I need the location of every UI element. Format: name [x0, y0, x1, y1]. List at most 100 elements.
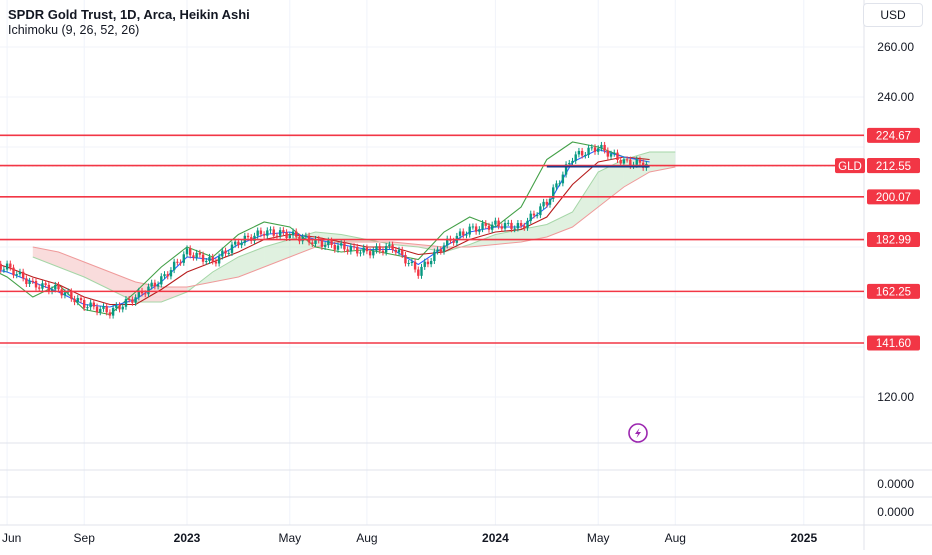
- candle-body: [349, 246, 353, 252]
- candle-body: [266, 230, 269, 236]
- candle-body: [147, 286, 150, 295]
- last-price-tag[interactable]: 212.55: [867, 158, 920, 174]
- candle-body: [179, 262, 182, 264]
- candle-body: [201, 254, 205, 262]
- level-price-tag[interactable]: 224.67: [867, 127, 920, 143]
- candle-body: [217, 256, 221, 264]
- indicator-legend[interactable]: Ichimoku (9, 26, 52, 26): [8, 23, 140, 37]
- cloud-segment: [572, 172, 599, 227]
- cloud-segment: [649, 152, 676, 172]
- candle: [227, 249, 230, 257]
- candle: [172, 258, 176, 274]
- candle: [83, 297, 86, 311]
- candle-body: [336, 245, 340, 250]
- candle-body: [38, 287, 41, 289]
- candle: [230, 241, 234, 256]
- candle-body: [330, 240, 333, 245]
- level-price-tag[interactable]: 200.07: [867, 189, 920, 205]
- candle: [577, 147, 581, 158]
- candle-body: [5, 263, 9, 270]
- candle: [76, 295, 79, 306]
- cloud-segment: [392, 242, 419, 247]
- candle-body: [343, 243, 346, 250]
- candle: [121, 303, 124, 313]
- candle-body: [362, 247, 365, 253]
- level-tag-label: 162.25: [876, 287, 911, 299]
- candle-body: [44, 283, 47, 285]
- last-price-tag-bg: [867, 158, 920, 174]
- candle-body: [558, 183, 561, 185]
- lightning-icon[interactable]: [628, 423, 648, 443]
- candle-body: [63, 292, 67, 296]
- level-tag-label: 182.99: [876, 235, 911, 247]
- candle: [201, 251, 205, 265]
- candle-body: [629, 159, 632, 166]
- candle-body: [333, 244, 336, 250]
- candle: [503, 220, 507, 232]
- level-tag-label: 200.07: [876, 192, 911, 204]
- level-price-tag[interactable]: 182.99: [867, 232, 920, 248]
- level-price-tag[interactable]: 162.25: [867, 283, 920, 299]
- level-tag-bg: [867, 232, 920, 248]
- cloud-segment: [212, 257, 239, 282]
- candle-body: [356, 246, 359, 254]
- candle-body: [484, 223, 487, 226]
- candle: [214, 258, 218, 267]
- candle: [375, 243, 378, 254]
- candle-body: [397, 249, 401, 253]
- candle: [356, 243, 359, 257]
- candle: [60, 286, 63, 299]
- candle: [510, 219, 513, 233]
- candle-body: [28, 280, 31, 285]
- candle: [79, 295, 83, 304]
- candle-body: [182, 254, 185, 263]
- candle-body: [99, 308, 102, 313]
- candle: [47, 281, 51, 295]
- candle: [606, 147, 610, 160]
- candle: [44, 280, 47, 288]
- candle: [526, 217, 529, 231]
- icon-layer: [628, 423, 648, 443]
- candle-body: [545, 201, 548, 205]
- candle-body: [79, 298, 83, 301]
- candle: [291, 228, 295, 239]
- candle: [465, 231, 468, 239]
- candle-body: [211, 256, 214, 262]
- candle-body: [108, 312, 112, 316]
- candle: [597, 145, 600, 155]
- candle: [539, 203, 542, 219]
- candle: [253, 232, 256, 244]
- candle-body: [481, 223, 484, 230]
- candle-body: [269, 229, 272, 231]
- candle: [442, 242, 446, 255]
- candle-body: [548, 198, 552, 205]
- candle: [523, 222, 526, 231]
- candle-body: [237, 241, 240, 246]
- candle: [304, 232, 308, 240]
- level-price-tag[interactable]: 141.60: [867, 335, 920, 351]
- candle: [571, 157, 574, 166]
- candle: [439, 246, 442, 255]
- candle-body: [230, 244, 234, 253]
- chart-title: SPDR Gold Trust, 1D, Arca, Heikin Ashi: [8, 7, 250, 22]
- candle: [368, 248, 372, 259]
- symbol-badge[interactable]: GLD: [835, 158, 865, 174]
- candle: [105, 303, 108, 316]
- candle: [31, 277, 34, 284]
- candle: [50, 286, 54, 295]
- candle: [160, 273, 163, 288]
- candle-body: [465, 234, 468, 236]
- candle: [256, 227, 259, 239]
- candle: [433, 248, 436, 265]
- candle: [15, 271, 18, 279]
- candle-body: [507, 222, 510, 224]
- candle: [417, 266, 420, 279]
- candle: [134, 294, 137, 306]
- candle-body: [381, 250, 385, 253]
- currency-button[interactable]: USD: [863, 3, 923, 27]
- candle-body: [163, 274, 166, 277]
- level-tag-bg: [867, 283, 920, 299]
- axis-layer: 260.00 240.00 120.00 0.0000 0.0000 Jun Sep 2023…: [2, 40, 914, 545]
